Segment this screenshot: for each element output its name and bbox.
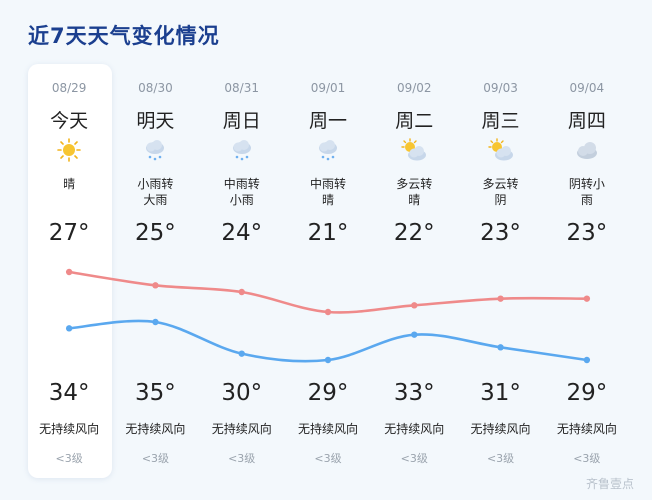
day-name: 周日 [222,110,261,132]
day-low-temp: 34° [48,380,90,406]
partly-cloudy-icon [487,138,514,162]
day-wind: 无持续风向 [384,422,445,436]
low-temp-point [583,356,591,364]
day-high-temp: 23° [566,220,608,246]
day-condition: 多云转 晴 [396,177,433,207]
day-date: 09/01 [310,81,346,95]
day-low-temp: 33° [393,380,435,406]
high-temp-point [583,295,591,302]
cloudy-icon [574,138,600,162]
day-column[interactable]: 08/31 周日 中雨转 小雨 24° 30° 无持续风向 <3级 [199,64,285,478]
low-temp-point [65,325,73,332]
day-condition: 小雨转 大雨 [137,177,174,207]
day-high-temp: 25° [135,220,176,246]
day-condition: 中雨转 小雨 [223,177,260,207]
partly-cloudy-icon [401,138,427,162]
day-name: 周三 [481,110,520,132]
day-wind: 无持续风向 [470,422,531,436]
high-temp-point [238,288,245,296]
page-title: 近7天天气变化情况 [28,24,220,48]
day-date: 09/04 [569,81,605,95]
low-temp-point [497,344,504,351]
high-temp-point [65,268,73,276]
watermark: 齐鲁壹点 [585,477,634,491]
day-high-temp: 22° [393,220,435,246]
day-wind: 无持续风向 [297,422,358,436]
day-wind-level: <3级 [400,452,428,465]
rain-icon [142,138,168,162]
forecast-days: 08/29 今天 晴 27° 34° 无持续风向 <3级 08/30 明天 小雨… [26,64,630,478]
day-wind: 无持续风向 [125,422,186,436]
day-column[interactable]: 09/01 周一 中雨转 晴 21° 29° 无持续风向 <3级 [285,64,371,478]
day-date: 08/30 [138,81,173,95]
day-date: 08/29 [51,81,87,95]
day-column[interactable]: 09/04 周四 阴转小 雨 23° 29° 无持续风向 <3级 [544,64,630,478]
day-name: 明天 [136,110,175,132]
day-wind-level: <3级 [228,452,256,465]
low-temp-point [411,331,418,338]
low-temp-line [69,319,588,363]
day-date: 08/31 [224,81,259,95]
day-name: 周一 [308,110,347,132]
day-condition: 晴 [63,177,76,191]
high-temp-line [68,270,587,314]
day-column[interactable]: 09/03 周三 多云转 阴 23° 31° 无持续风向 <3级 [457,64,543,478]
rain-icon [315,138,341,162]
rain-icon [229,138,255,162]
sunny-icon [56,138,82,162]
day-date: 09/03 [483,81,518,95]
day-wind-level: <3级 [55,452,83,465]
day-high-temp: 23° [480,220,521,246]
day-column[interactable]: 09/02 周二 多云转 晴 22° 33° 无持续风向 <3级 [371,64,457,478]
high-temp-point [497,295,504,302]
low-temp-point [238,350,245,357]
day-low-temp: 29° [307,380,349,406]
day-low-temp: 30° [221,380,263,406]
day-condition: 阴转小 雨 [568,177,605,207]
day-high-temp: 24° [221,220,263,246]
day-wind: 无持续风向 [211,422,272,436]
high-temp-point [324,308,332,316]
day-wind-level: <3级 [573,452,601,465]
day-column[interactable]: 08/29 今天 晴 27° 34° 无持续风向 <3级 [26,64,112,478]
day-wind-level: <3级 [314,452,342,465]
low-temp-point [152,318,159,326]
day-condition: 多云转 阴 [482,177,519,207]
day-condition: 中雨转 晴 [309,177,346,207]
day-wind: 无持续风向 [556,422,617,436]
day-wind-level: <3级 [141,452,170,465]
day-name: 周四 [567,110,606,132]
day-high-temp: 27° [48,220,90,246]
day-low-temp: 31° [480,380,521,406]
high-temp-point [152,282,159,289]
day-wind-level: <3级 [486,452,515,465]
low-temp-point [324,356,332,364]
day-high-temp: 21° [307,220,349,246]
day-name: 周二 [395,110,434,132]
day-name: 今天 [50,110,89,132]
day-column[interactable]: 08/30 明天 小雨转 大雨 25° 35° 无持续风向 <3级 [112,64,198,478]
day-low-temp: 29° [566,380,608,406]
day-date: 09/02 [396,81,432,95]
high-temp-point [411,302,418,309]
day-low-temp: 35° [135,380,176,406]
day-wind: 无持续风向 [39,422,100,436]
